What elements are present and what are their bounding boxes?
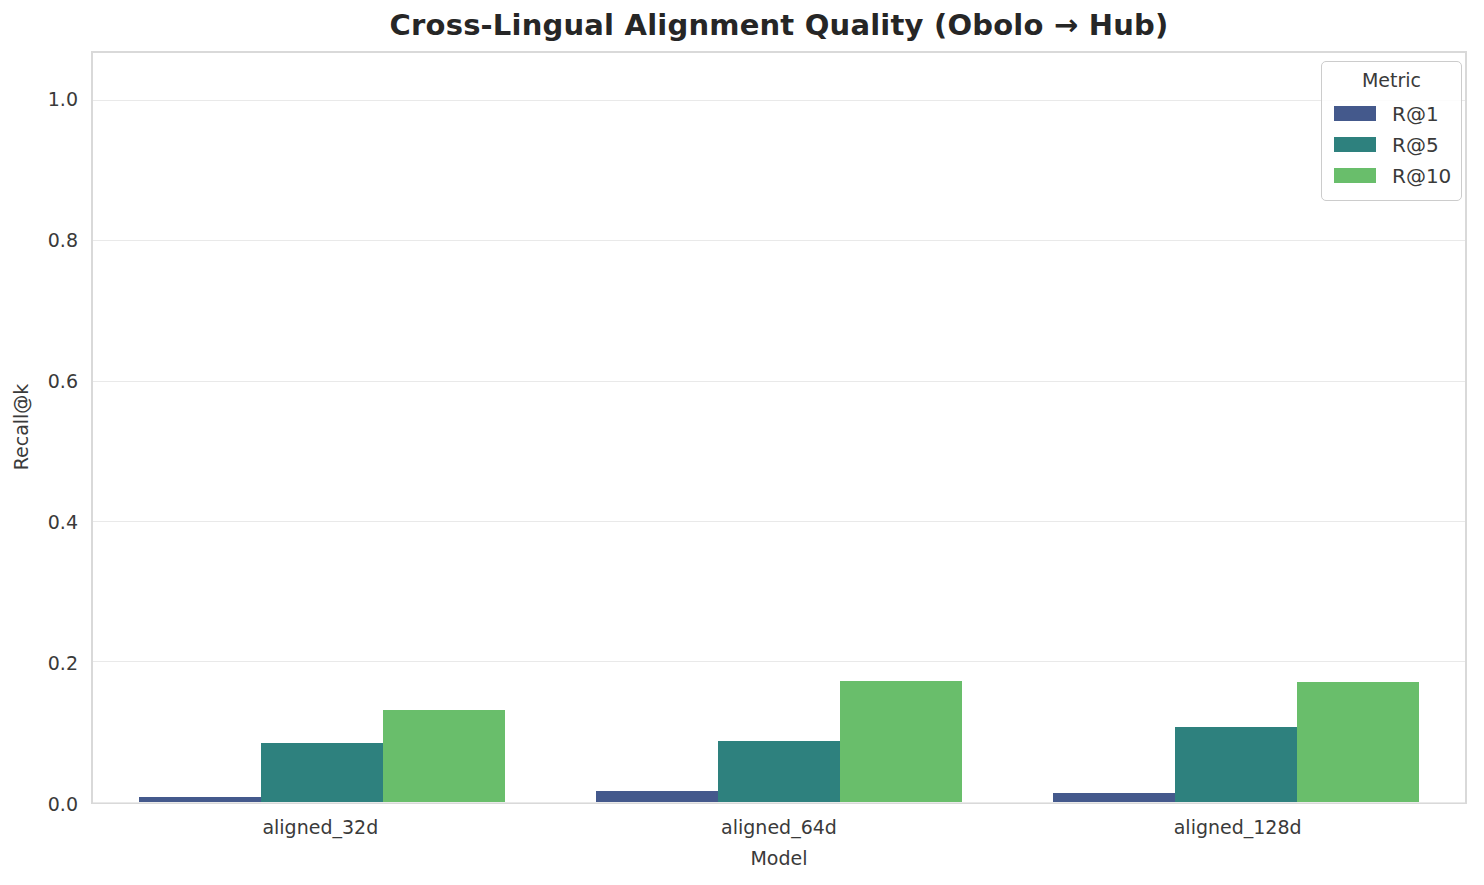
legend-label: R@5 (1392, 133, 1439, 157)
bar-aligned_128d-R@5 (1175, 727, 1297, 802)
bar-aligned_32d-R@5 (261, 743, 383, 802)
legend-title: Metric (1332, 69, 1451, 91)
y-axis-label-text: Recall@k (10, 384, 32, 471)
x-axis-label: Model (91, 847, 1467, 869)
y-tick-label: 1.0 (0, 87, 78, 111)
x-tick-label-aligned_64d: aligned_64d (659, 816, 899, 838)
bar-aligned_128d-R@10 (1297, 682, 1419, 802)
plot-area (91, 51, 1467, 804)
legend-entry-R@10: R@10 (1332, 160, 1451, 191)
gridline (93, 661, 1465, 662)
x-tick-label-aligned_128d: aligned_128d (1118, 816, 1358, 838)
gridline (93, 100, 1465, 101)
y-tick-label: 0.6 (0, 369, 78, 393)
legend-label: R@1 (1392, 102, 1439, 126)
bar-aligned_32d-R@10 (383, 710, 505, 802)
legend: Metric R@1 R@5 R@10 (1321, 61, 1462, 201)
legend-entry-R@1: R@1 (1332, 98, 1451, 129)
legend-entries: R@1 R@5 R@10 (1332, 98, 1451, 191)
gridline (93, 240, 1465, 241)
bar-aligned_64d-R@5 (718, 741, 840, 802)
chart-title: Cross-Lingual Alignment Quality (Obolo →… (91, 8, 1467, 42)
y-tick-label: 0.0 (0, 792, 78, 816)
y-tick-label: 0.2 (0, 651, 78, 675)
legend-swatch-R@5 (1334, 137, 1376, 152)
x-tick-label-aligned_32d: aligned_32d (200, 816, 440, 838)
legend-entry-R@5: R@5 (1332, 129, 1451, 160)
legend-swatch-R@1 (1334, 106, 1376, 121)
gridline (93, 521, 1465, 522)
y-tick-label: 0.8 (0, 228, 78, 252)
legend-label: R@10 (1392, 164, 1451, 188)
y-tick-label: 0.4 (0, 510, 78, 534)
bar-aligned_32d-R@1 (139, 797, 261, 802)
legend-swatch-R@10 (1334, 168, 1376, 183)
bar-aligned_128d-R@1 (1053, 793, 1175, 802)
gridline (93, 381, 1465, 382)
bar-aligned_64d-R@10 (840, 681, 962, 802)
bar-aligned_64d-R@1 (596, 791, 718, 802)
figure: Cross-Lingual Alignment Quality (Obolo →… (0, 0, 1484, 885)
